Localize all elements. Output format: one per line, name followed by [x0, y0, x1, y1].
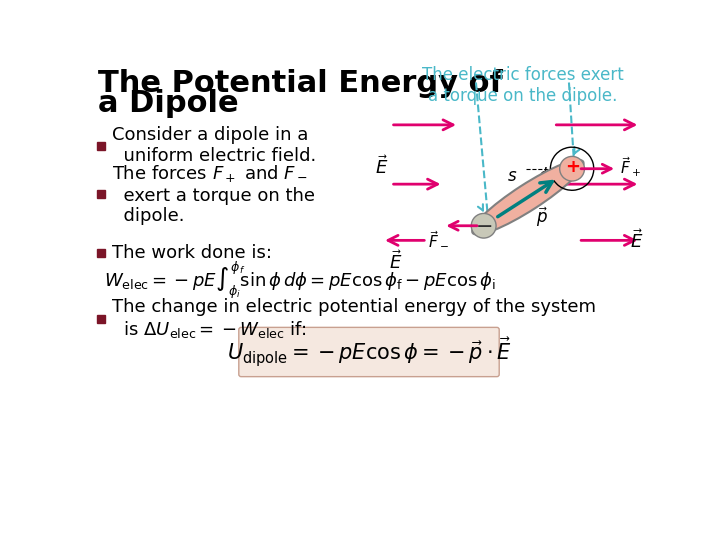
- Text: The electric forces exert
a torque on the dipole.: The electric forces exert a torque on th…: [422, 66, 624, 105]
- Text: The change in electric potential energy of the system
  is $\Delta U_{\rm elec} : The change in electric potential energy …: [112, 298, 595, 340]
- Text: $\vec{p}$: $\vec{p}$: [536, 206, 548, 229]
- Text: Consider a dipole in a
  uniform electric field.: Consider a dipole in a uniform electric …: [112, 126, 316, 165]
- Text: $U_{\rm dipole} = -pE\cos\phi = -\vec{p}\cdot\vec{E}$: $U_{\rm dipole} = -pE\cos\phi = -\vec{p}…: [227, 335, 511, 369]
- Text: $\vec{E}$: $\vec{E}$: [374, 155, 388, 178]
- Text: $W_{\rm elec} = -pE\int_{\phi_i}^{\phi_f}\!\sin\phi\,d\phi = pE\cos\phi_{\rm f} : $W_{\rm elec} = -pE\int_{\phi_i}^{\phi_f…: [104, 260, 496, 301]
- Ellipse shape: [472, 160, 584, 234]
- Text: $\vec{E}$: $\vec{E}$: [631, 229, 644, 252]
- Text: $-$: $-$: [475, 215, 492, 235]
- Text: The Potential Energy of: The Potential Energy of: [98, 69, 503, 98]
- Text: The forces $F_+$ and $F_-$
  exert a torque on the
  dipole.: The forces $F_+$ and $F_-$ exert a torqu…: [112, 163, 315, 226]
- Circle shape: [559, 157, 585, 181]
- Text: +: +: [565, 158, 580, 176]
- Text: $\vec{F}_-$: $\vec{F}_-$: [428, 231, 449, 249]
- Text: $\phi$: $\phi$: [538, 165, 550, 187]
- FancyBboxPatch shape: [239, 327, 499, 377]
- Text: $\vec{F}_+$: $\vec{F}_+$: [620, 156, 641, 179]
- Text: a Dipole: a Dipole: [98, 90, 238, 118]
- Text: $\vec{E}$: $\vec{E}$: [390, 249, 402, 273]
- Circle shape: [472, 213, 496, 238]
- Text: $s$: $s$: [507, 167, 518, 185]
- Text: The work done is:: The work done is:: [112, 245, 271, 262]
